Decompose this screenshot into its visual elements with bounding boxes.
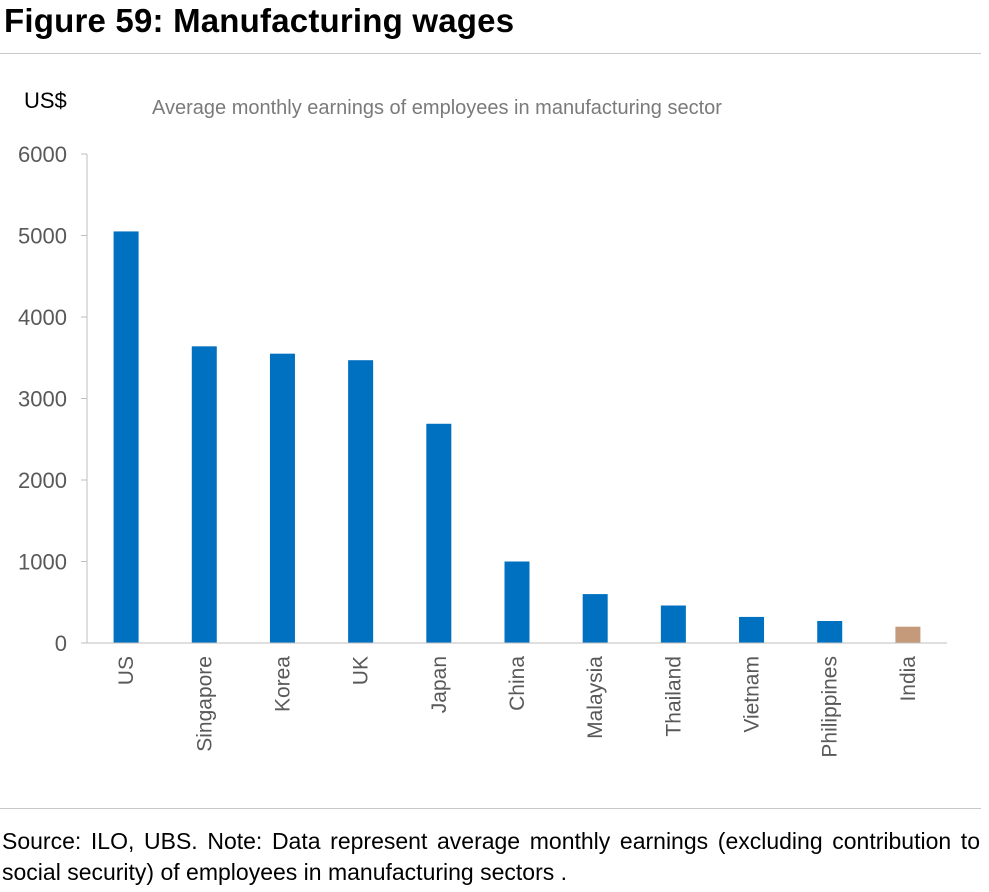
- x-tick-label: Philippines: [819, 656, 842, 758]
- bar-us: [113, 231, 139, 644]
- source-footnote: Source: ILO, UBS. Note: Data represent a…: [2, 828, 980, 885]
- bar-india: [895, 626, 921, 643]
- y-tick-label: 0: [55, 631, 67, 656]
- x-tick-label: Vietnam: [741, 656, 764, 733]
- y-axis: 0 1000 2000 3000 4000 5000 6000: [18, 142, 88, 656]
- bar-singapore: [191, 346, 217, 643]
- y-tick-label: 1000: [18, 550, 67, 575]
- y-tick-label: 4000: [18, 305, 67, 330]
- x-tick-label: China: [506, 656, 529, 711]
- y-tick-label: 3000: [18, 387, 67, 412]
- x-tick-label: India: [897, 656, 920, 702]
- x-tick-label: Singapore: [193, 656, 216, 752]
- bar-malaysia: [582, 594, 608, 643]
- top-divider: [0, 53, 981, 54]
- bar-china: [504, 561, 530, 643]
- x-axis: US Singapore Korea UK Japan China Malaysia Thai…: [87, 642, 947, 758]
- bar-philippines: [817, 620, 843, 643]
- x-tick-label: Malaysia: [584, 656, 607, 739]
- y-tick-label: 5000: [18, 224, 67, 249]
- y-tick-label: 6000: [18, 142, 67, 167]
- figure-title: Figure 59: Manufacturing wages: [4, 2, 515, 39]
- bars: [113, 231, 921, 644]
- y-tick-label: 2000: [18, 468, 67, 493]
- x-tick-label: Thailand: [662, 656, 685, 737]
- x-tick-label: Korea: [271, 656, 294, 712]
- bar-chart: US$ Average monthly earnings of employee…: [18, 88, 947, 758]
- bar-uk: [348, 360, 374, 643]
- x-tick-label: UK: [350, 656, 373, 685]
- bottom-divider: [0, 808, 981, 809]
- bar-japan: [426, 423, 452, 643]
- bar-thailand: [660, 605, 686, 643]
- chart-subtitle: Average monthly earnings of employees in…: [152, 97, 722, 119]
- y-axis-label: US$: [24, 88, 67, 113]
- bar-vietnam: [739, 616, 765, 643]
- x-tick-label: Japan: [428, 656, 451, 713]
- x-tick-label: US: [115, 656, 138, 685]
- bar-korea: [269, 353, 295, 643]
